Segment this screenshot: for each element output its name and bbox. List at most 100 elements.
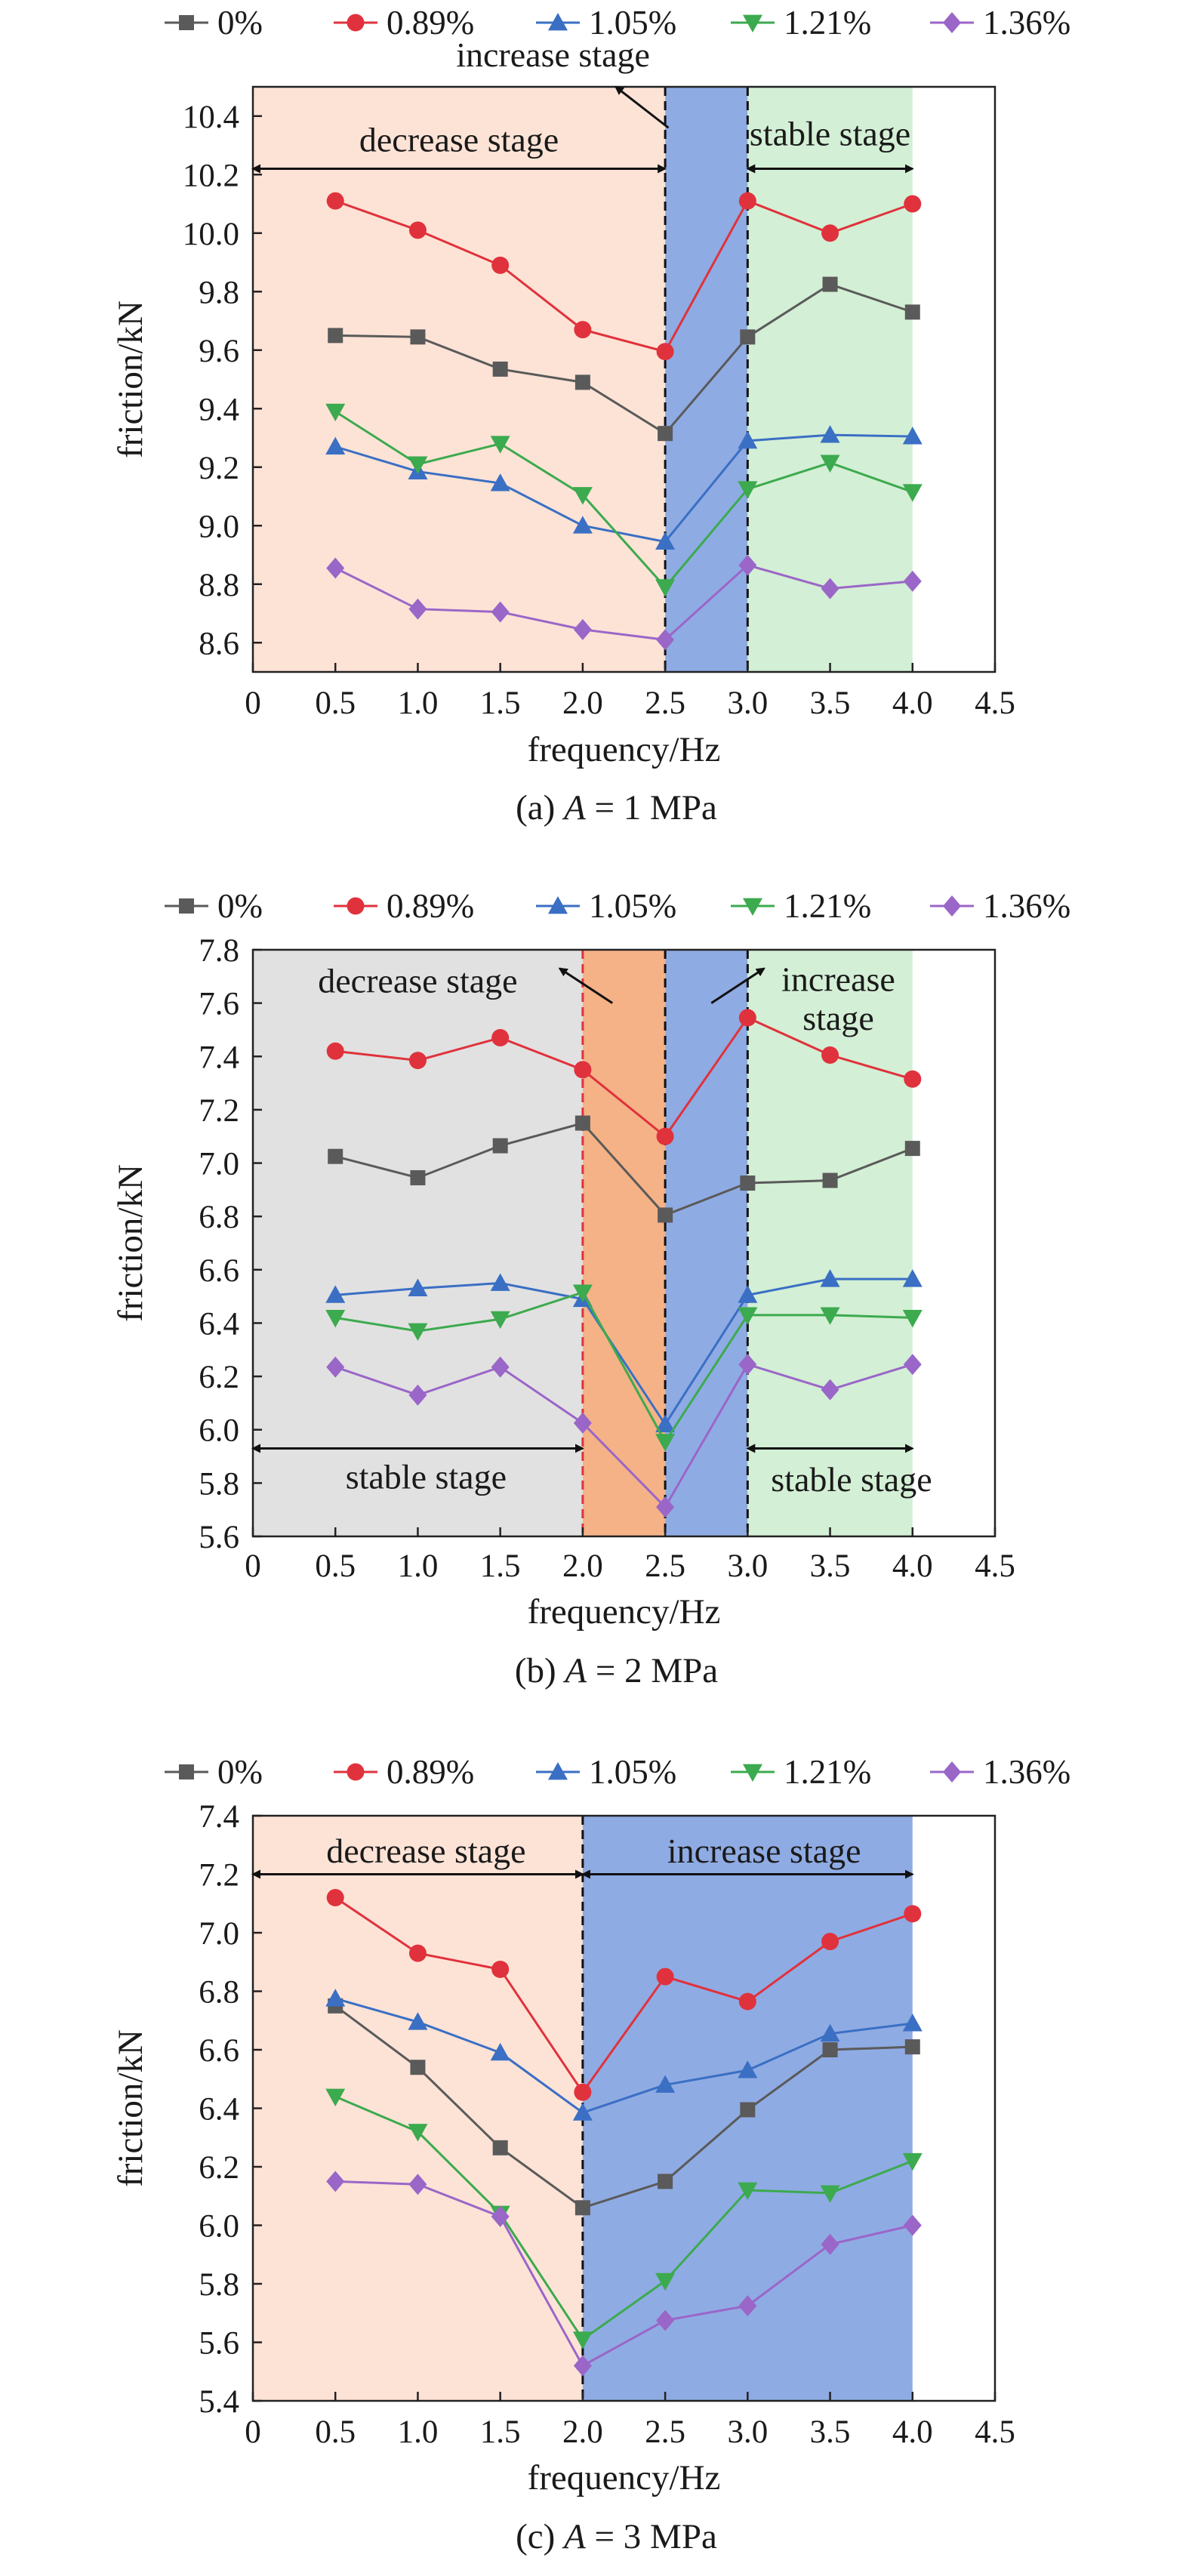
y-tick-label: 8.8 xyxy=(199,568,239,603)
data-point xyxy=(410,329,426,345)
x-tick-label: 2.5 xyxy=(645,1548,685,1584)
y-tick-label: 7.2 xyxy=(199,1858,239,1893)
data-point xyxy=(656,2309,675,2331)
y-tick-label: 7.2 xyxy=(199,1093,239,1129)
data-point xyxy=(325,2088,346,2106)
data-point xyxy=(572,487,593,505)
data-point xyxy=(325,436,346,455)
data-point xyxy=(655,2272,676,2291)
data-point xyxy=(655,2075,676,2093)
data-point xyxy=(820,1269,840,1287)
x-axis-label: frequency/Hz xyxy=(528,1592,721,1632)
data-point xyxy=(490,436,510,454)
data-point xyxy=(492,1138,508,1154)
x-tick-label: 0.5 xyxy=(315,1548,356,1584)
data-point xyxy=(491,1960,510,1978)
data-point xyxy=(572,2331,593,2350)
series-line-5 xyxy=(334,563,913,641)
stage-annotation: increase stage xyxy=(456,35,650,74)
data-point xyxy=(738,1992,756,2011)
series-line-3 xyxy=(335,1277,913,1427)
stage-annotation: stage xyxy=(802,999,874,1037)
data-point xyxy=(328,328,343,344)
stage-annotation: decrease stage xyxy=(326,1832,525,1870)
y-tick-label: 7.0 xyxy=(199,1147,239,1182)
stage-region xyxy=(665,87,748,672)
y-tick-label: 5.4 xyxy=(199,2384,239,2420)
data-point xyxy=(903,570,922,592)
data-point xyxy=(490,2042,510,2061)
stage-arrow xyxy=(558,967,614,1004)
data-point xyxy=(902,427,923,445)
data-point xyxy=(820,1307,840,1325)
y-tick-label: 6.8 xyxy=(199,1975,239,2011)
x-tick-label: 3.0 xyxy=(727,1548,768,1584)
y-tick-label: 10.2 xyxy=(183,158,239,193)
chart-panel-3: 0 0.5 1.0 1.5 2.0 2.5 3.0 3.5 4.0 4.5 5.4 5.6 5.8 6.0… xyxy=(111,1753,1070,2556)
data-point xyxy=(903,2214,922,2236)
data-point xyxy=(658,2174,673,2189)
stage-region xyxy=(665,950,748,1536)
data-point xyxy=(738,1307,758,1325)
y-tick-label: 5.8 xyxy=(199,1466,239,1502)
x-tick-label: 2.5 xyxy=(645,2414,685,2450)
data-point xyxy=(408,598,427,620)
y-tick-label: 7.8 xyxy=(199,933,239,969)
y-tick-label: 6.2 xyxy=(199,2150,239,2186)
chart-panel-2: 0 0.5 1.0 1.5 2.0 2.5 3.0 3.5 4.0 4.5 5.6 5.8 6.0 6.2… xyxy=(111,887,1070,1690)
data-point xyxy=(904,2039,920,2055)
legend-marker xyxy=(548,896,568,914)
data-point xyxy=(821,1933,839,1951)
data-point xyxy=(655,579,676,597)
data-point xyxy=(820,454,840,473)
chart-panel-1: 0 0.5 1.0 1.5 2.0 2.5 3.0 3.5 4.0 4.5 8.6 8.8 9.0 9.2… xyxy=(111,4,1070,827)
data-point xyxy=(656,343,674,361)
stage-region xyxy=(253,1816,583,2401)
data-point xyxy=(326,192,344,210)
data-point xyxy=(822,276,838,292)
data-point xyxy=(410,1169,426,1185)
data-point xyxy=(903,1354,922,1376)
data-point xyxy=(738,2182,758,2200)
data-point xyxy=(738,1285,758,1303)
x-tick-label: 4.5 xyxy=(975,1548,1015,1584)
y-tick-label: 5.6 xyxy=(199,1520,239,1555)
legend-label: 0% xyxy=(217,887,263,925)
data-point xyxy=(820,2023,840,2042)
y-tick-label: 5.6 xyxy=(199,2326,239,2362)
y-tick-label: 9.8 xyxy=(199,275,239,310)
data-point xyxy=(572,516,593,534)
data-point xyxy=(325,403,346,422)
legend-label: 1.36% xyxy=(983,4,1070,42)
data-point xyxy=(492,361,508,377)
data-point xyxy=(656,1127,674,1145)
x-tick-label: 3.0 xyxy=(727,686,768,721)
series-line-5 xyxy=(334,1363,913,1509)
data-point xyxy=(408,1323,428,1342)
x-tick-label: 1.0 xyxy=(398,686,439,721)
x-tick-label: 2.5 xyxy=(645,686,685,721)
x-tick-label: 0 xyxy=(245,1548,261,1584)
data-point xyxy=(491,2205,510,2227)
y-tick-label: 6.4 xyxy=(199,1306,239,1342)
data-point xyxy=(738,2295,757,2317)
legend-label: 0% xyxy=(217,1753,263,1791)
data-point xyxy=(408,456,428,474)
data-point xyxy=(821,1046,839,1065)
legend-label: 1.21% xyxy=(784,1753,871,1791)
data-point xyxy=(822,2042,838,2057)
stage-annotation: decrease stage xyxy=(359,120,559,159)
data-point xyxy=(655,1434,676,1452)
chart-caption: (b) A = 2 MPa xyxy=(515,1651,718,1690)
data-point xyxy=(491,256,510,274)
stage-annotation: stable stage xyxy=(750,115,910,153)
data-point xyxy=(572,2103,593,2121)
data-point xyxy=(738,192,756,210)
data-point xyxy=(574,1061,592,1079)
data-point xyxy=(325,1989,346,2007)
legend-marker xyxy=(347,897,365,915)
data-point xyxy=(326,557,345,579)
series-line-1 xyxy=(334,2004,913,2209)
series-line-5 xyxy=(335,2180,913,2368)
data-point xyxy=(655,532,676,550)
